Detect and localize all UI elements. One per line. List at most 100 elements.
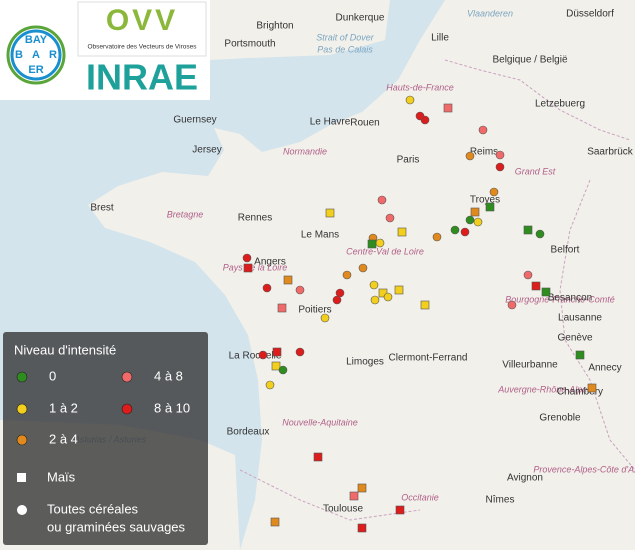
bayer-text: ER [28, 64, 43, 76]
legend-swatch [121, 371, 133, 383]
marker-circle [262, 283, 272, 293]
legend-title: Niveau d'intensité [14, 342, 116, 357]
map-label: Guernsey [173, 115, 216, 126]
legend-swatch [16, 434, 28, 446]
map-label: Hauts-de-France [386, 82, 454, 92]
marker-circle [332, 295, 342, 305]
marker-square [270, 517, 280, 527]
map-label: Genève [557, 333, 592, 344]
map-label: Grand Est [515, 166, 556, 176]
legend-label: 2 à 4 [49, 431, 78, 446]
map-labels: Dunkerque Vlaanderen Düsseldorf Brighton Por… [73, 8, 635, 514]
marker-square [397, 227, 407, 237]
marker-square [395, 505, 405, 515]
map-label: Nîmes [486, 495, 515, 506]
map-label: Toulouse [323, 504, 363, 515]
map-label: Limoges [346, 357, 384, 368]
marker-circle [495, 162, 505, 172]
map-label: Düsseldorf [566, 9, 614, 20]
map-label: Reims [470, 147, 498, 158]
marker-circle [507, 300, 517, 310]
map-label: Clermont-Ferrand [389, 353, 468, 364]
marker-circle [495, 150, 505, 160]
map-label: La Rochelle [229, 351, 282, 362]
marker-square [443, 103, 453, 113]
marker-square [357, 483, 367, 493]
marker-circle [370, 295, 380, 305]
marker-square [272, 347, 282, 357]
marker-square [325, 208, 335, 218]
marker-circle [242, 253, 252, 263]
map-label: Bretagne [167, 209, 204, 219]
legend-label: ou graminées sauvages [47, 519, 186, 534]
map-label: Centre-Val de Loire [346, 246, 424, 256]
marker-circle [432, 232, 442, 242]
marker-square [367, 239, 377, 249]
marker-square [283, 275, 293, 285]
marker-square [575, 350, 585, 360]
map-label: Auvergne-Rhône-Alpes [497, 384, 592, 394]
marker-square [470, 207, 480, 217]
marker-square [587, 383, 597, 393]
map-label: Provence-Alpes-Côte d'Azur [533, 464, 635, 474]
ovv-subtitle: Observatoire des Vecteurs de Viroses [88, 44, 198, 51]
map-label: Letzebuerg [535, 99, 585, 110]
map-label: Belgique / België [492, 55, 567, 66]
ovv-logo [77, 1, 207, 57]
map-label: Rennes [238, 213, 272, 224]
marker-square [523, 225, 533, 235]
legend-label: Maïs [47, 469, 76, 484]
map-label: Portsmouth [224, 39, 275, 50]
marker-circle [383, 292, 393, 302]
marker-circle [278, 365, 288, 375]
marker-circle [450, 225, 460, 235]
marker-circle [295, 347, 305, 357]
marker-square [271, 361, 281, 371]
marker-square [349, 491, 359, 501]
legend-box [3, 332, 208, 545]
map-label: Paris [397, 155, 420, 166]
map-label: Angers [254, 257, 286, 268]
ovv-text: OVV [106, 4, 178, 37]
map-label: Strait of Dover [316, 32, 375, 42]
map-label: Avignon [507, 473, 543, 484]
map-label: Troyes [470, 195, 500, 206]
map-label: Le Mans [301, 230, 339, 241]
marker-circle [460, 227, 470, 237]
map-label: Besançon [548, 293, 592, 304]
marker-square [420, 300, 430, 310]
marker-circle [377, 195, 387, 205]
marker-circle [415, 111, 425, 121]
map-label: Lausanne [558, 313, 602, 324]
map-label: Brighton [256, 21, 293, 32]
legend: 0 1 à 2 2 à 4 4 à 8 8 à 10 Maïs Toutes céréale… [16, 368, 190, 534]
map-label: Belfort [551, 245, 580, 256]
bayer-text: A [32, 49, 40, 61]
map-label: Pays de la Loire [223, 262, 288, 272]
marker-circle [405, 95, 415, 105]
map-label: Chambéry [557, 387, 603, 398]
bayer-ring-inner [10, 29, 62, 81]
marker-square [313, 452, 323, 462]
marker-square [357, 523, 367, 533]
borders [239, 59, 635, 521]
legend-label: 1 à 2 [49, 400, 78, 415]
map-label: Brest [90, 203, 114, 214]
marker-circle [478, 125, 488, 135]
marker-circle [265, 380, 275, 390]
continent [88, 0, 635, 550]
marker-circle [523, 270, 533, 280]
map-label: Normandie [283, 146, 327, 156]
marker-circle [258, 350, 268, 360]
marker-square [243, 263, 253, 273]
bayer-ring [6, 25, 66, 85]
legend-label: 0 [49, 368, 56, 383]
legend-label: 8 à 10 [154, 400, 190, 415]
map-label: Occitanie [401, 492, 439, 502]
map-label: Grenoble [539, 413, 581, 424]
marker-circle [535, 229, 545, 239]
marker-square [394, 285, 404, 295]
marker-circle [465, 215, 475, 225]
marker-circle [489, 187, 499, 197]
